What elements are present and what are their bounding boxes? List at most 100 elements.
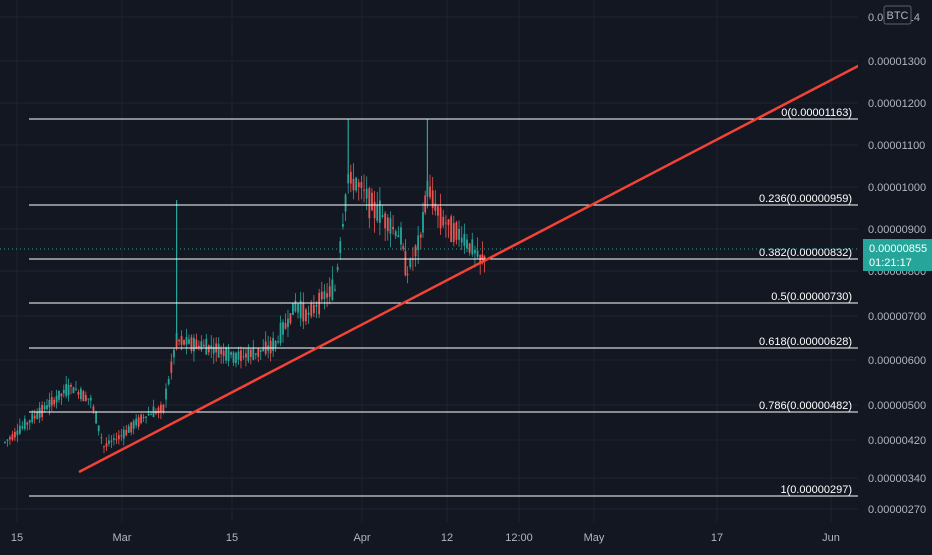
candle-body bbox=[142, 416, 145, 419]
candle-body bbox=[14, 431, 16, 438]
x-tick-label: May bbox=[584, 532, 605, 544]
candle-body bbox=[200, 341, 203, 350]
candle-body bbox=[277, 341, 279, 343]
candle-body bbox=[439, 207, 442, 229]
candle-body bbox=[381, 215, 384, 217]
candle-body bbox=[43, 405, 46, 410]
candle-body bbox=[328, 286, 331, 297]
candle-body bbox=[235, 352, 237, 364]
candle-body bbox=[262, 347, 265, 352]
candle-body bbox=[320, 291, 323, 300]
candle-body bbox=[38, 407, 41, 418]
candle-body bbox=[183, 340, 185, 345]
candle-body bbox=[60, 393, 63, 397]
candle-body bbox=[58, 390, 60, 400]
candle-body bbox=[292, 302, 294, 315]
candle-body bbox=[205, 338, 208, 355]
candle-body bbox=[481, 254, 484, 260]
currency-badge-box[interactable] bbox=[883, 5, 912, 25]
candle-body bbox=[307, 312, 310, 315]
currency-badge-label[interactable]: BTC bbox=[887, 10, 909, 22]
candle-body bbox=[422, 212, 424, 233]
candle-body bbox=[460, 237, 463, 243]
y-tick-label: 0.00001000 bbox=[868, 182, 926, 194]
y-tick-label: 0.00001300 bbox=[868, 56, 926, 68]
candle-body bbox=[279, 322, 282, 344]
candle-body bbox=[80, 388, 82, 400]
candle-body bbox=[414, 245, 417, 257]
candle-body bbox=[115, 439, 118, 441]
candle-body bbox=[257, 348, 260, 357]
candle-body bbox=[437, 206, 439, 216]
candle-body bbox=[89, 397, 92, 401]
candle-body bbox=[429, 186, 431, 198]
candle-body bbox=[468, 243, 471, 253]
candle-body bbox=[297, 303, 299, 313]
candle-body bbox=[289, 313, 292, 324]
trendline bbox=[78, 63, 861, 474]
candle-body bbox=[254, 353, 257, 355]
candle-body bbox=[157, 407, 160, 414]
x-tick-label: 17 bbox=[711, 532, 723, 544]
candle-body bbox=[31, 413, 34, 422]
candle-body bbox=[147, 413, 150, 416]
candle-body bbox=[62, 389, 65, 394]
candle-body bbox=[365, 188, 368, 199]
candle-body bbox=[483, 256, 486, 261]
candle-body bbox=[103, 446, 105, 448]
fib-label-0.618: 0.618(0.00000628) bbox=[759, 336, 852, 348]
candle-body bbox=[137, 417, 140, 427]
candle-body bbox=[249, 349, 252, 357]
candle-body bbox=[92, 406, 95, 411]
fib-layer: 0(0.00001163) 0.236(0.00000959) 0.382(0.00… bbox=[0, 107, 858, 497]
candle-body bbox=[165, 388, 167, 400]
candle-body bbox=[272, 338, 275, 351]
candle-body bbox=[247, 348, 250, 361]
candle-body bbox=[352, 178, 355, 191]
candle-body bbox=[70, 384, 72, 387]
candle-body bbox=[232, 352, 235, 363]
candle-body bbox=[46, 405, 48, 410]
candle-body bbox=[84, 395, 87, 401]
candle-body bbox=[431, 190, 434, 209]
candle-body bbox=[342, 223, 344, 227]
candle-body bbox=[127, 426, 130, 433]
candle-body bbox=[355, 177, 358, 191]
x-tick-label: Jun bbox=[822, 532, 840, 544]
candle-body bbox=[386, 217, 389, 232]
candle-body bbox=[227, 349, 230, 362]
candle-body bbox=[222, 350, 225, 357]
candle-body bbox=[26, 422, 29, 425]
candle-body bbox=[349, 171, 352, 184]
candle-body bbox=[188, 339, 190, 344]
candle-body bbox=[318, 292, 321, 315]
candle-body bbox=[339, 241, 342, 253]
candle-body bbox=[6, 439, 9, 441]
x-tick-label: 12 bbox=[441, 532, 453, 544]
candle-body bbox=[162, 404, 165, 413]
currency-badge[interactable]: BTC bbox=[883, 5, 912, 25]
candle-body bbox=[392, 226, 394, 230]
candle-body bbox=[474, 249, 476, 254]
candle-body bbox=[294, 300, 297, 312]
candles-layer bbox=[4, 119, 486, 454]
current-price-countdown: 01:21:17 bbox=[869, 257, 912, 269]
candle-body bbox=[48, 399, 51, 408]
candle-body bbox=[287, 318, 289, 328]
grid-layer bbox=[0, 0, 858, 522]
fib-label-0.786: 0.786(0.00000482) bbox=[759, 400, 852, 412]
candle-body bbox=[28, 420, 31, 423]
candle-body bbox=[334, 289, 336, 291]
candle-body bbox=[82, 391, 85, 402]
candle-body bbox=[150, 414, 152, 416]
candle-body bbox=[394, 231, 397, 237]
candle-body bbox=[145, 416, 147, 418]
candle-body bbox=[72, 387, 75, 394]
candle-body bbox=[33, 415, 36, 419]
candle-body bbox=[336, 266, 339, 271]
current-price-marker: 0.00000855 01:21:17 bbox=[863, 239, 932, 271]
candle-body bbox=[180, 336, 183, 345]
fib-label-0: 0(0.00001163) bbox=[781, 107, 852, 119]
candle-body bbox=[53, 399, 56, 405]
